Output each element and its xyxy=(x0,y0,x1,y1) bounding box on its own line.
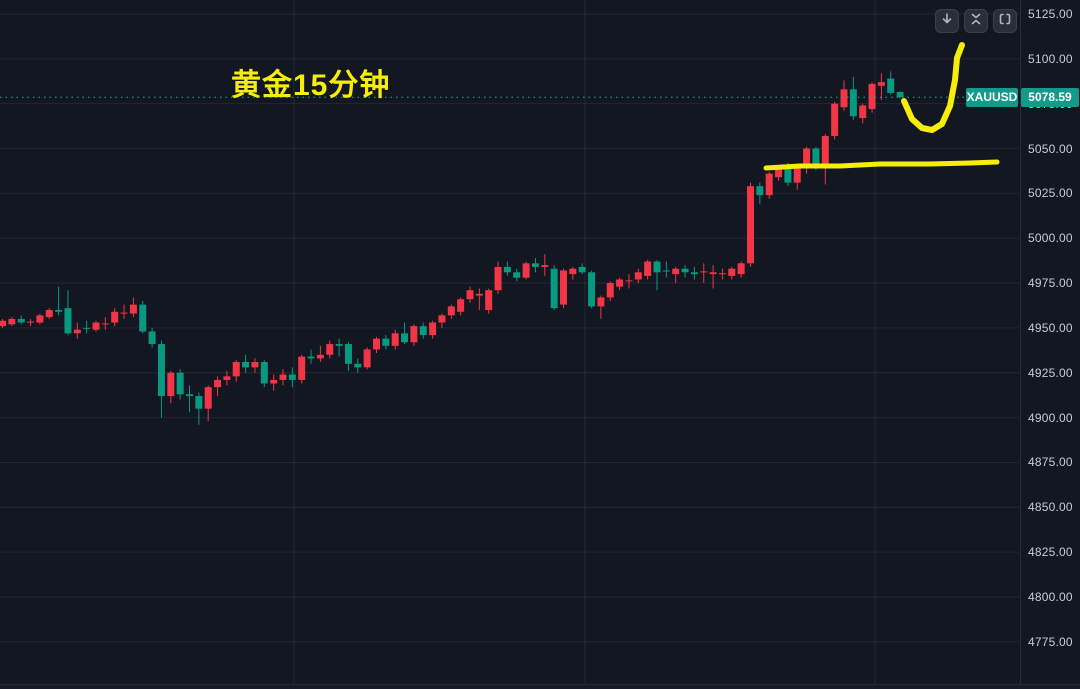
y-axis-tick: 5125.00 xyxy=(1028,6,1073,21)
y-axis-tick: 4875.00 xyxy=(1028,455,1073,470)
y-axis-tick: 4825.00 xyxy=(1028,545,1073,560)
y-axis-tick: 5100.00 xyxy=(1028,51,1073,66)
last-price-flag: 5078.59 xyxy=(1021,87,1079,107)
y-axis-tick: 4975.00 xyxy=(1028,276,1073,291)
chart-title-annotation[interactable]: 黄金15分钟 xyxy=(231,69,391,102)
collapse-pane-button[interactable] xyxy=(964,9,988,33)
collapse-pane-icon xyxy=(968,11,984,32)
y-axis-tick: 5000.00 xyxy=(1028,231,1073,246)
maximize-pane-button[interactable] xyxy=(993,9,1017,33)
hand-drawn-line xyxy=(763,159,1000,171)
y-axis-tick: 5025.00 xyxy=(1028,186,1073,201)
y-axis-tick: 4850.00 xyxy=(1028,500,1073,515)
y-axis-tick: 4950.00 xyxy=(1028,320,1073,335)
time-axis-strip[interactable] xyxy=(0,684,1080,689)
y-axis-tick: 4775.00 xyxy=(1028,634,1073,649)
y-axis-tick: 5050.00 xyxy=(1028,141,1073,156)
hand-drawn-curve xyxy=(901,42,965,133)
y-axis-tick: 4925.00 xyxy=(1028,365,1073,380)
download-arrow-icon xyxy=(939,11,955,32)
y-axis-tick: 4800.00 xyxy=(1028,589,1073,604)
maximize-pane-icon xyxy=(997,11,1013,32)
scroll-down-button[interactable] xyxy=(935,9,959,33)
price-axis[interactable]: 5125.005100.005075.005050.005025.005000.… xyxy=(1020,0,1080,684)
symbol-price-flag: XAUUSD xyxy=(966,87,1018,107)
pane-toolbar xyxy=(935,9,1017,33)
y-axis-tick: 4900.00 xyxy=(1028,410,1073,425)
